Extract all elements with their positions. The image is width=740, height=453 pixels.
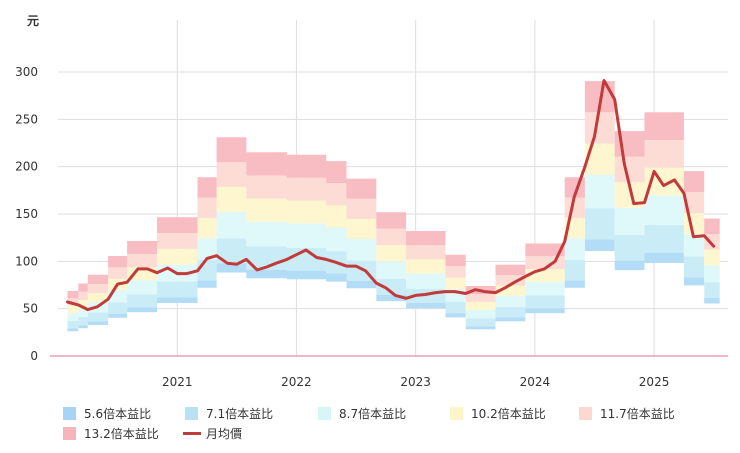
pe-band-8.7x	[67, 174, 720, 321]
x-tick-label: 2021	[162, 375, 193, 389]
legend-item[interactable]: 月均價	[183, 427, 242, 441]
x-tick-label: 2025	[639, 375, 670, 389]
legend-swatch	[63, 427, 76, 440]
legend: 5.6倍本益比 7.1倍本益比 8.7倍本益比 10.2倍本益比 11.7倍本益比 13.…	[63, 406, 675, 441]
legend-label: 7.1倍本益比	[206, 406, 273, 421]
y-tick-label: 50	[23, 302, 38, 316]
y-tick-label: 250	[15, 112, 38, 126]
legend-item[interactable]: 5.6倍本益比	[63, 406, 151, 421]
grid-layer: 0 50 100 150 200 250 300 2021 2022 2023 2024 2025	[15, 20, 728, 389]
legend-item[interactable]: 8.7倍本益比	[318, 406, 406, 421]
y-tick-label: 100	[15, 254, 38, 268]
legend-label: 5.6倍本益比	[84, 406, 151, 421]
pe-band-7.1x	[67, 208, 720, 329]
legend-swatch	[450, 407, 463, 420]
y-unit-label: 元	[27, 14, 39, 28]
pe-band-5.6x	[67, 239, 720, 332]
legend-swatch	[185, 407, 198, 420]
price-line-layer	[66, 79, 716, 312]
pe-band-10.2x	[67, 143, 720, 314]
legend-label: 11.7倍本益比	[600, 406, 675, 421]
legend-swatch	[63, 407, 76, 420]
x-tick-label: 2024	[520, 375, 551, 389]
legend-item[interactable]: 11.7倍本益比	[579, 406, 675, 421]
y-tick-label: 150	[15, 207, 38, 221]
legend-swatch	[579, 407, 592, 420]
x-tick-label: 2022	[281, 375, 312, 389]
pe-band-13.2x	[67, 81, 720, 299]
y-tick-label: 0	[30, 349, 38, 363]
legend-label: 10.2倍本益比	[471, 406, 546, 421]
y-tick-label: 200	[15, 160, 38, 174]
y-tick-label: 300	[15, 65, 38, 79]
monthly-price-line	[66, 79, 716, 312]
legend-label: 月均價	[206, 427, 242, 441]
legend-label: 13.2倍本益比	[84, 426, 159, 441]
legend-item[interactable]: 13.2倍本益比	[63, 426, 159, 441]
legend-item[interactable]: 7.1倍本益比	[185, 406, 273, 421]
legend-swatch	[318, 407, 331, 420]
legend-label: 8.7倍本益比	[339, 406, 406, 421]
x-tick-label: 2023	[400, 375, 431, 389]
legend-item[interactable]: 10.2倍本益比	[450, 406, 546, 421]
